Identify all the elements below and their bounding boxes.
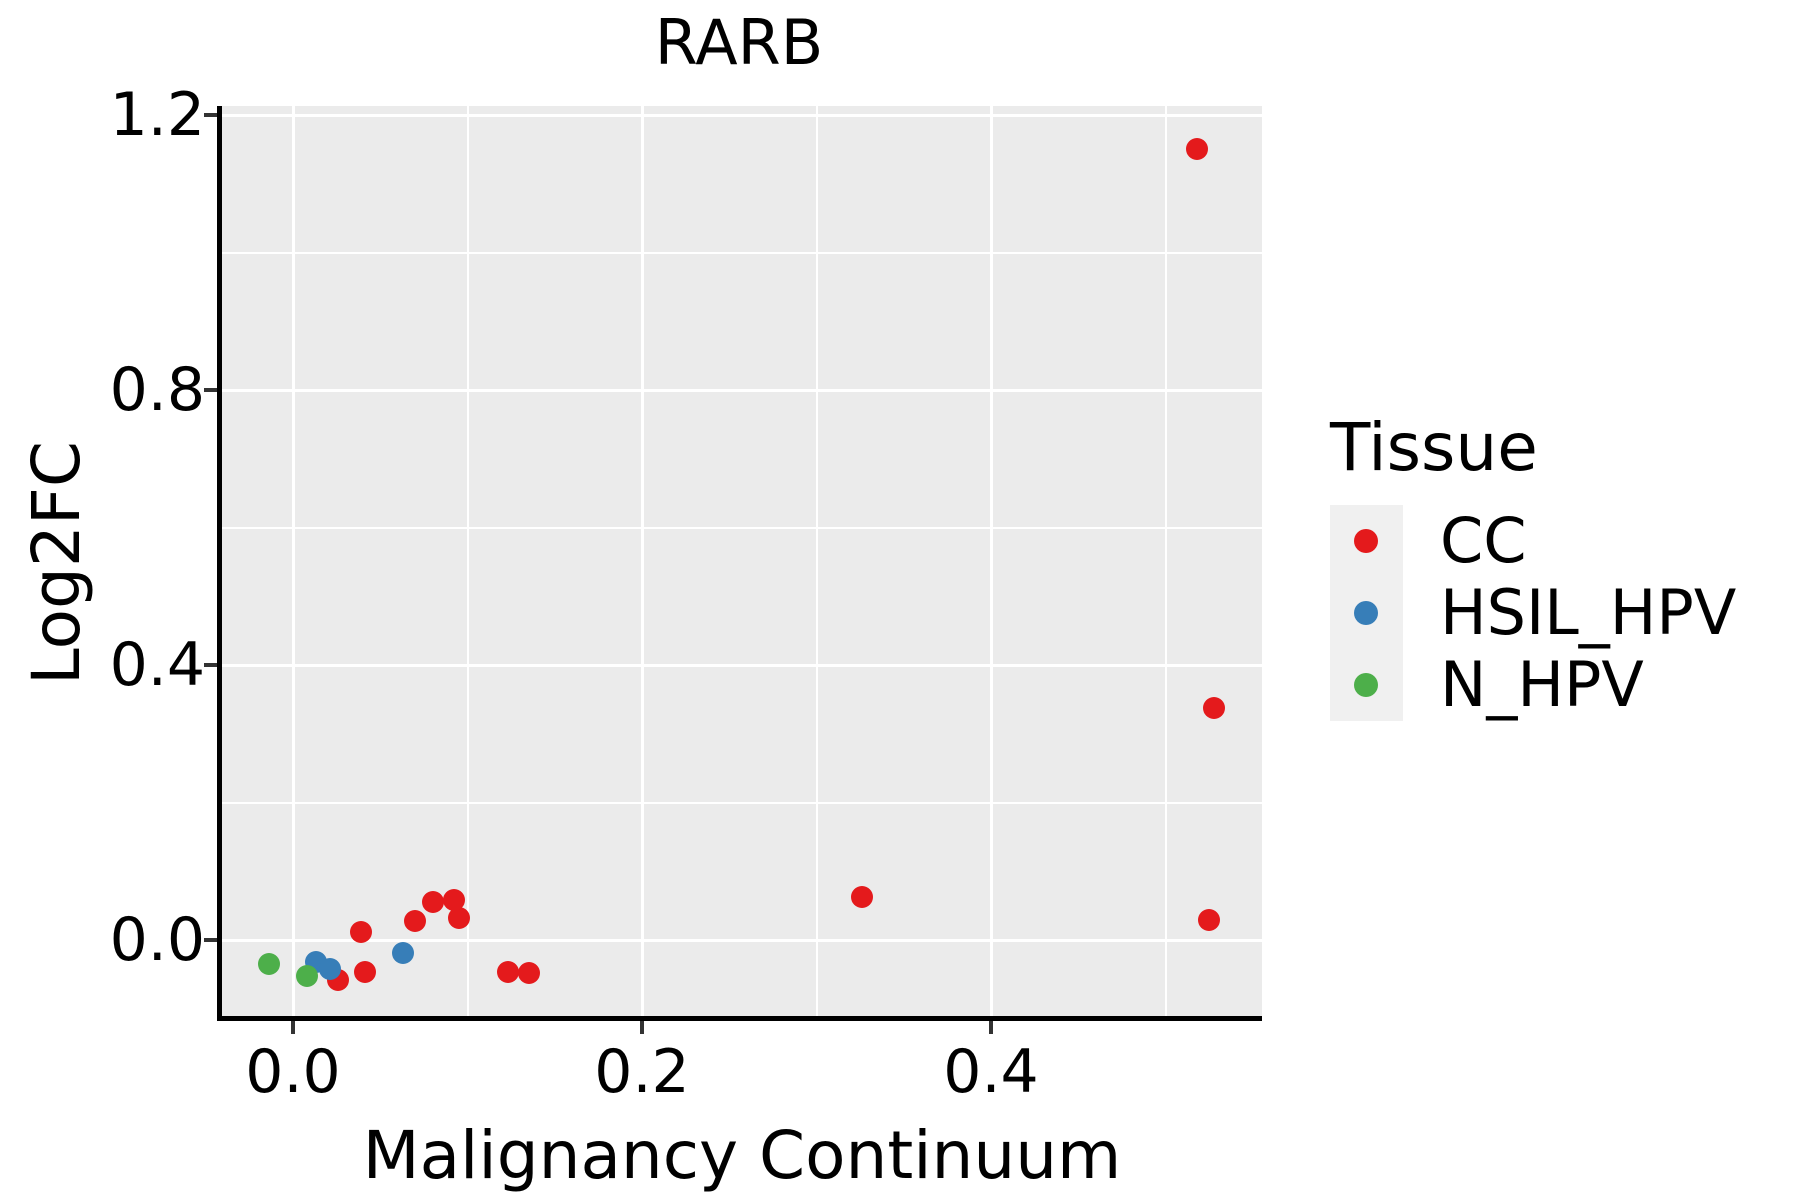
y-minor-gridline xyxy=(222,251,1262,254)
legend-label-N_HPV: N_HPV xyxy=(1440,648,1644,721)
y-minor-gridline xyxy=(222,801,1262,804)
data-point-CC xyxy=(850,885,873,908)
y-tick-label: 0.4 xyxy=(109,630,205,700)
y-axis-tick xyxy=(204,113,217,117)
y-axis-tick xyxy=(204,938,217,942)
legend-title: Tissue xyxy=(1330,409,1538,486)
x-axis-tick xyxy=(989,1021,993,1034)
x-tick-label: 0.2 xyxy=(594,1037,690,1107)
data-point-CC xyxy=(447,907,470,929)
legend-label-CC: CC xyxy=(1440,504,1527,577)
legend-dot-CC xyxy=(1354,529,1378,553)
data-point-CC xyxy=(1203,697,1226,720)
data-point-CC xyxy=(442,889,465,912)
y-minor-gridline xyxy=(222,526,1262,529)
x-major-gridline xyxy=(989,106,993,1016)
data-point-CC xyxy=(404,909,427,932)
y-major-gridline xyxy=(222,113,1262,117)
data-point-CC xyxy=(496,961,519,984)
y-axis-tick xyxy=(204,388,217,392)
x-axis-title: Malignancy Continuum xyxy=(362,1117,1122,1194)
data-point-N_HPV xyxy=(257,953,280,976)
data-point-CC xyxy=(517,962,540,984)
data-point-CC xyxy=(350,920,373,943)
data-point-CC xyxy=(1198,909,1221,932)
x-minor-gridline xyxy=(1164,106,1167,1016)
x-axis-tick xyxy=(640,1021,644,1034)
data-point-N_HPV xyxy=(295,964,318,987)
x-minor-gridline xyxy=(466,106,469,1016)
x-tick-label: 0.4 xyxy=(943,1037,1039,1107)
data-point-HSIL_HPV xyxy=(318,957,341,980)
legend-dot-N_HPV xyxy=(1354,673,1378,697)
data-point-CC xyxy=(353,961,376,984)
y-major-gridline xyxy=(222,938,1262,942)
y-tick-label: 0.0 xyxy=(109,905,205,975)
data-point-CC xyxy=(421,891,444,914)
x-minor-gridline xyxy=(815,106,818,1016)
y-tick-label: 1.2 xyxy=(109,80,205,150)
x-tick-label: 0.0 xyxy=(245,1037,341,1107)
x-major-gridline xyxy=(291,106,295,1016)
x-axis-tick xyxy=(291,1021,295,1034)
data-point-HSIL_HPV xyxy=(391,942,414,965)
plot-panel xyxy=(217,106,1262,1021)
legend-dot-HSIL_HPV xyxy=(1354,601,1378,625)
x-major-gridline xyxy=(640,106,644,1016)
y-major-gridline xyxy=(222,663,1262,667)
legend-label-HSIL_HPV: HSIL_HPV xyxy=(1440,576,1737,649)
y-major-gridline xyxy=(222,388,1262,392)
plot-title: RARB xyxy=(654,6,824,79)
data-point-CC xyxy=(1185,138,1208,161)
y-tick-label: 0.8 xyxy=(109,355,205,425)
y-axis-tick xyxy=(204,663,217,667)
